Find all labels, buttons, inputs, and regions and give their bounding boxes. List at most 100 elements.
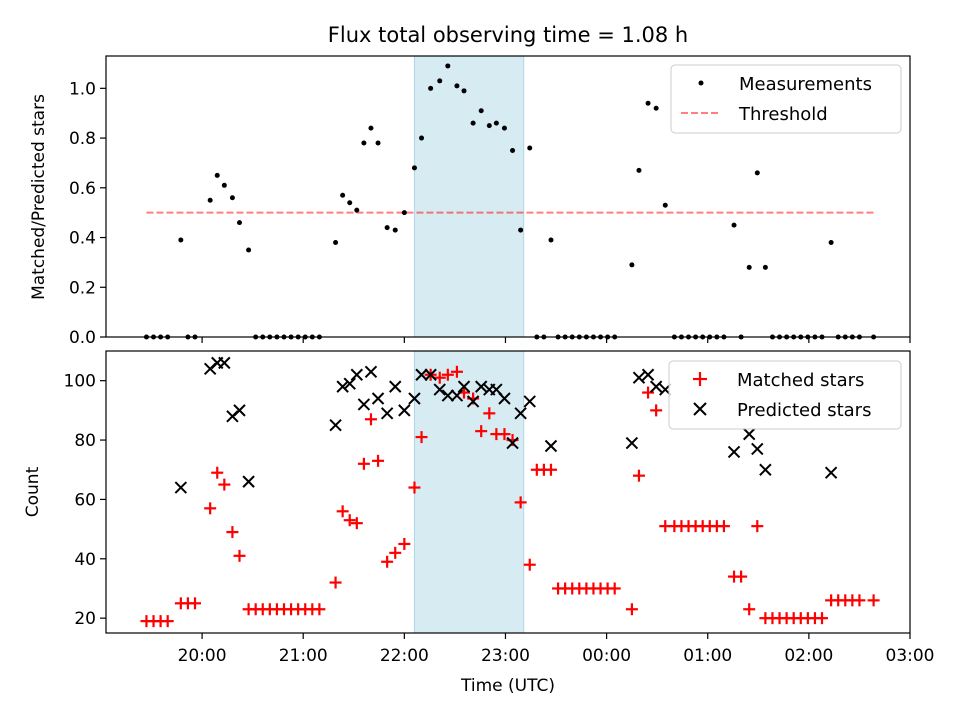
- measurement-point: [510, 147, 516, 153]
- matched-star-point: [816, 612, 829, 625]
- matched-star-point: [544, 463, 557, 476]
- predicted-star-point: [424, 368, 437, 381]
- matched-star-point: [632, 469, 645, 482]
- measurement-point: [214, 172, 220, 178]
- matched-star-point: [350, 517, 363, 530]
- top-y-tick-label: 0.8: [69, 129, 96, 149]
- matched-star-point: [161, 615, 174, 628]
- top-y-axis-label: Matched/Predicted stars: [29, 94, 49, 300]
- bottom-y-tick-label: 40: [74, 550, 96, 570]
- matched-star-point: [204, 502, 217, 515]
- top-y-tick-label: 0.4: [69, 229, 96, 249]
- bottom-legend: Matched stars Predicted stars: [668, 360, 902, 430]
- matched-star-point: [188, 597, 201, 610]
- predicted-star-point: [329, 419, 342, 432]
- matched-star-point: [853, 594, 866, 607]
- measurement-point: [333, 240, 339, 246]
- top-panel: 0.0 0.2 0.4 0.6 0.8 1.0 Matched/Predicted sta…: [29, 55, 911, 348]
- predicted-star-point: [632, 371, 646, 384]
- matched-star-point: [211, 466, 224, 479]
- matched-star-point: [218, 478, 231, 491]
- legend-matched-label: Matched stars: [737, 370, 864, 391]
- matched-star-point: [389, 546, 402, 559]
- measurement-point: [246, 247, 252, 253]
- x-tick-label: 20:00: [178, 646, 227, 666]
- predicted-star-point: [218, 356, 231, 370]
- matched-star-point: [364, 413, 377, 426]
- bottom-y-tick-label: 20: [74, 609, 96, 629]
- predicted-star-point: [498, 392, 511, 405]
- measurement-point: [662, 202, 668, 208]
- predicted-star-point: [759, 463, 772, 476]
- matched-star-point: [357, 457, 370, 470]
- measurement-point: [828, 240, 834, 246]
- bottom-x-axis: 20:00 21:00 22:00 23:00 00:00 01:00 02:00 03:00: [178, 633, 935, 666]
- x-axis-label: Time (UTC): [460, 676, 555, 696]
- predicted-star-point: [336, 380, 349, 393]
- top-shaded-span: [413, 55, 525, 338]
- measurement-point: [207, 197, 213, 203]
- top-legend-box: [670, 64, 902, 134]
- measurement-point: [645, 100, 651, 106]
- measurement-point: [493, 120, 499, 126]
- measurement-point: [392, 227, 398, 233]
- measurement-point: [361, 140, 367, 146]
- matched-star-point: [450, 365, 463, 378]
- legend-measurements-marker: [698, 80, 704, 86]
- measurement-point: [454, 83, 460, 89]
- measurement-point: [375, 140, 381, 146]
- bottom-plot-frame: [105, 350, 911, 634]
- predicted-star-point: [350, 368, 364, 381]
- measurement-point: [229, 195, 235, 201]
- top-y-tick-label: 0.0: [69, 328, 96, 348]
- top-y-tick-label: 0.2: [69, 278, 96, 298]
- predicted-star-point: [457, 380, 471, 393]
- measurement-point: [236, 220, 242, 226]
- measurement-point: [746, 264, 752, 270]
- measurement-point: [501, 125, 507, 131]
- measurement-point: [411, 165, 417, 171]
- bottom-y-tick-label: 60: [74, 490, 96, 510]
- top-y-tick-label: 1.0: [69, 79, 96, 99]
- x-tick-label: 02:00: [784, 646, 833, 666]
- measurement-point: [368, 125, 374, 131]
- predicted-star-point: [389, 380, 402, 393]
- measurement-point: [653, 105, 659, 111]
- matched-star-point: [233, 549, 246, 562]
- measurement-point: [731, 222, 737, 228]
- measurement-point: [401, 210, 407, 216]
- matched-star-point: [408, 481, 421, 494]
- top-legend: Measurements Threshold: [670, 64, 902, 134]
- matched-star-point: [226, 526, 239, 539]
- measurement-point: [445, 63, 451, 69]
- predicted-star-point: [824, 466, 838, 479]
- matched-star-point: [381, 555, 394, 568]
- bottom-y-tick-label: 100: [64, 372, 96, 392]
- legend-threshold-label: Threshold: [738, 104, 828, 125]
- predicted-star-point: [751, 442, 764, 456]
- matched-star-point: [514, 496, 527, 509]
- predicted-star-point: [727, 445, 741, 459]
- bottom-y-tick-label: 80: [74, 431, 96, 451]
- predicted-star-point: [343, 377, 356, 390]
- predicted-star-point: [474, 380, 488, 393]
- matched-star-point: [483, 407, 496, 420]
- measurement-point: [221, 182, 227, 188]
- predicted-star-point: [450, 389, 464, 402]
- predicted-star-point: [357, 398, 371, 411]
- matched-star-point: [867, 594, 880, 607]
- matched-star-point: [415, 431, 428, 444]
- measurement-point: [754, 170, 760, 176]
- measurement-point: [347, 200, 353, 206]
- legend-measurements-label: Measurements: [739, 74, 872, 95]
- legend-predicted-marker: [693, 402, 707, 416]
- predicted-star-point: [625, 436, 639, 450]
- measurement-point: [340, 192, 346, 198]
- matched-star-point: [625, 603, 638, 616]
- measurement-point: [470, 120, 476, 126]
- matched-star-point: [735, 570, 748, 583]
- matched-star-point: [608, 582, 621, 595]
- x-tick-label: 23:00: [481, 646, 530, 666]
- predicted-star-point: [242, 475, 255, 488]
- predicted-star-point: [649, 380, 663, 393]
